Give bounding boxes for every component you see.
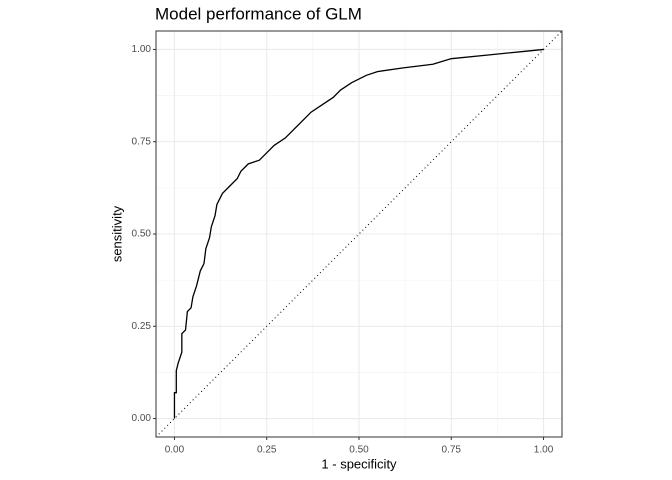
x-tick-label: 0.75 [442, 445, 462, 456]
chart-title: Model performance of GLM [155, 4, 362, 23]
y-tick-label: 0.00 [132, 413, 152, 424]
y-axis-title: sensitivity [109, 205, 124, 262]
y-tick-label: 0.75 [132, 136, 152, 147]
x-tick-label: 0.25 [257, 445, 277, 456]
y-tick-label: 1.00 [132, 44, 152, 55]
panel-border [155, 30, 563, 438]
x-tick-label: 1.00 [534, 445, 554, 456]
x-tick-label: 0.00 [165, 445, 185, 456]
y-tick-label: 0.25 [132, 321, 152, 332]
roc-curve [173, 48, 544, 419]
y-tick-label: 0.50 [132, 229, 152, 240]
x-tick-label: 0.50 [349, 445, 369, 456]
x-axis-title: 1 - specificity [321, 456, 397, 471]
